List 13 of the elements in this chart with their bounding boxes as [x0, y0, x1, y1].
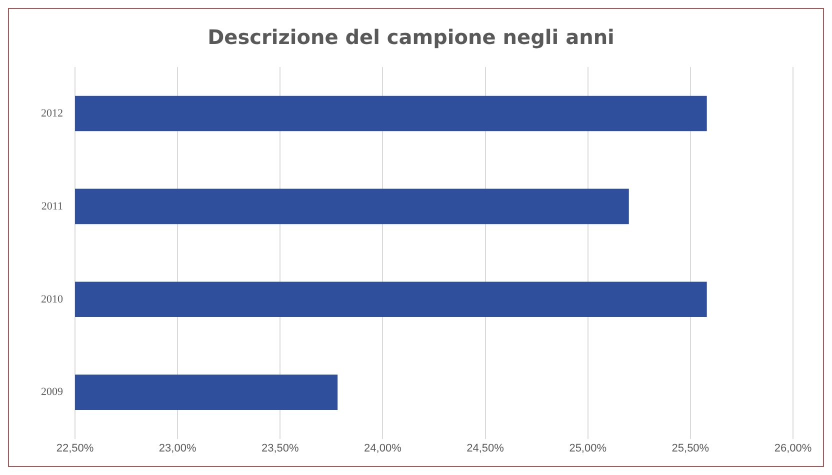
x-tick-label: 23,00% — [158, 442, 196, 454]
chart-title: Descrizione del campione negli anni — [208, 25, 614, 50]
y-tick-label: 2012 — [41, 107, 63, 120]
x-tick-label: 24,50% — [466, 442, 504, 454]
x-tick-label: 23,50% — [261, 442, 300, 454]
x-tick-label: 22,50% — [56, 442, 94, 454]
x-tick-label: 26,00% — [774, 442, 812, 454]
x-tick-label: 24,00% — [364, 442, 402, 454]
y-tick-label: 2009 — [41, 386, 64, 398]
x-tick-label: 25,00% — [569, 442, 607, 454]
y-tick-label: 2011 — [41, 200, 63, 212]
x-tick-label: 25,50% — [672, 442, 710, 454]
y-tick-label: 2010 — [41, 293, 64, 306]
